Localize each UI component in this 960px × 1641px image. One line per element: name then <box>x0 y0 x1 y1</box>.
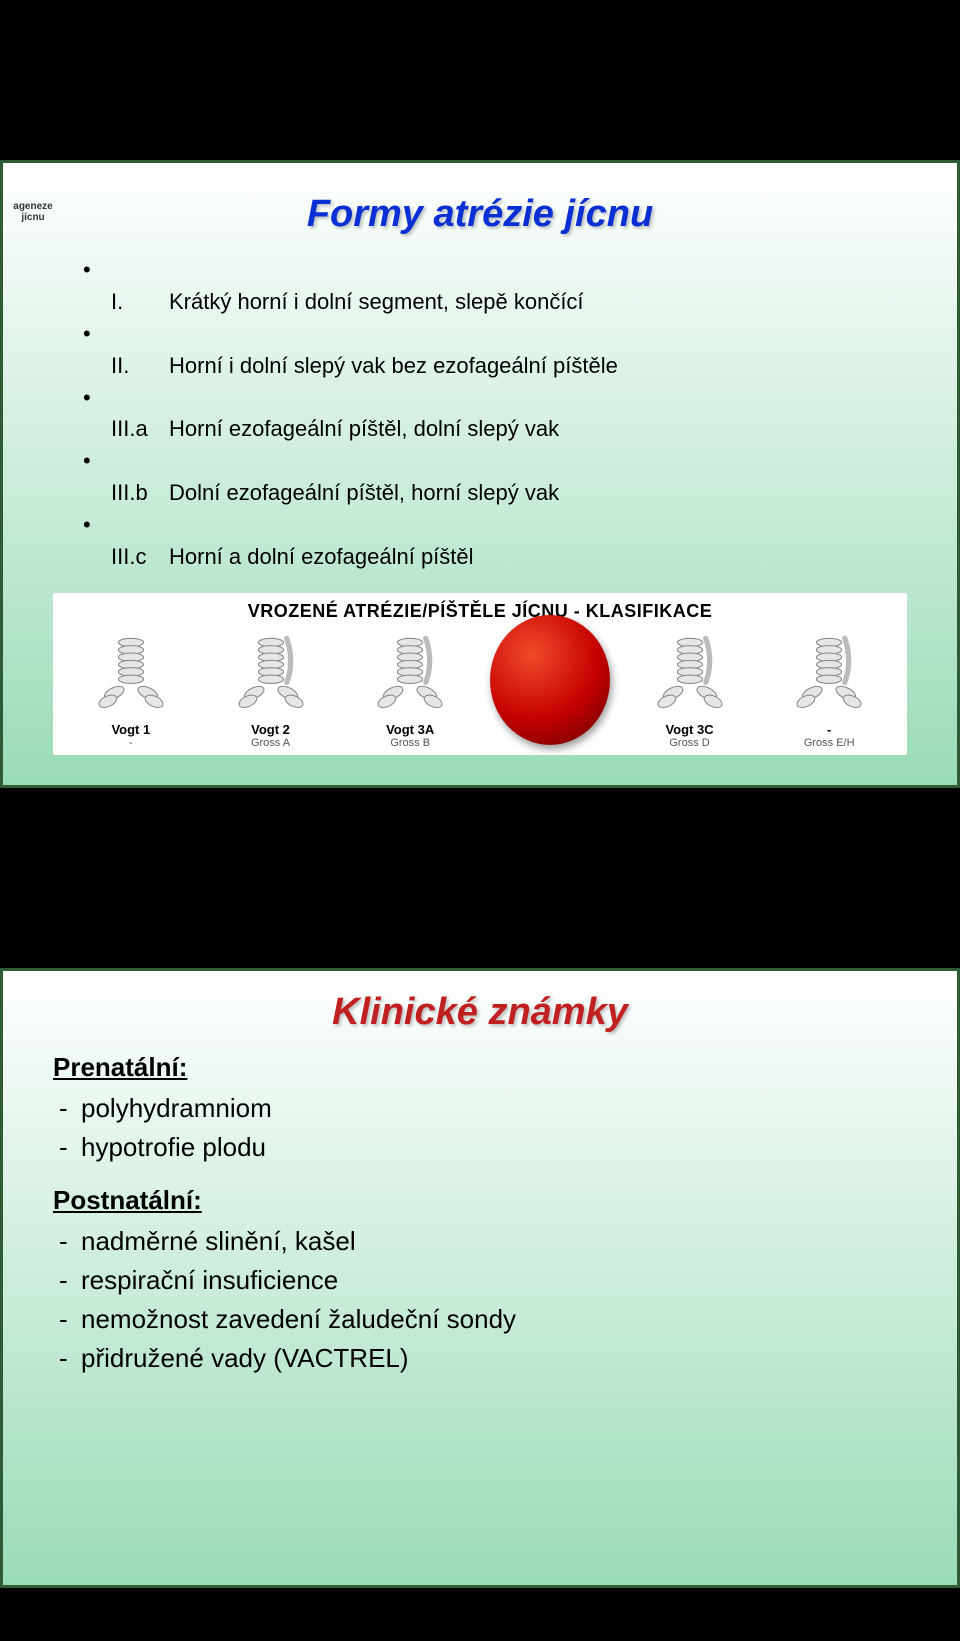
section-heading: Prenatální: <box>53 1052 907 1083</box>
classification-prefix: III.c <box>111 541 169 573</box>
classification-item: I.Krátký horní i dolní segment, slepě ko… <box>83 254 907 318</box>
dash-list: -nadměrné slinění, kašel-respirační insu… <box>59 1222 907 1378</box>
dash-text: nadměrné slinění, kašel <box>81 1222 356 1261</box>
highlight-oval-icon <box>490 615 610 745</box>
classification-prefix: II. <box>111 350 169 382</box>
dash-icon: - <box>59 1339 81 1378</box>
figure-label: - <box>761 723 897 737</box>
slide-forms: Formy atrézie jícnu I.Krátký horní i dol… <box>0 160 960 788</box>
figure-sublabel: Gross A <box>203 737 339 749</box>
dash-item: -respirační insuficience <box>59 1261 907 1300</box>
dash-text: hypotrofie plodu <box>81 1128 266 1167</box>
classification-prefix: III.a <box>111 413 169 445</box>
classification-text: Horní ezofageální píštěl, dolní slepý va… <box>169 413 559 445</box>
clinical-sections: Prenatální:-polyhydramniom-hypotrofie pl… <box>53 1052 907 1378</box>
trachea-icon <box>648 632 732 716</box>
dash-text: respirační insuficience <box>81 1261 338 1300</box>
trachea-icon <box>787 632 871 716</box>
trachea-icon <box>89 632 173 716</box>
dash-item: -nadměrné slinění, kašel <box>59 1222 907 1261</box>
classification-prefix: III.b <box>111 477 169 509</box>
classification-figure: VROZENÉ ATRÉZIE/PÍŠTĚLE JÍCNU - KLASIFIK… <box>53 593 907 755</box>
figure-label: Vogt 3A <box>342 723 478 737</box>
figure-sublabel: - <box>63 737 199 749</box>
classification-item: III.bDolní ezofageální píštěl, horní sle… <box>83 445 907 509</box>
figure-label: Vogt 3C <box>622 723 758 737</box>
dash-item: -polyhydramniom <box>59 1089 907 1128</box>
section-heading: Postnatální: <box>53 1185 907 1216</box>
figure-sublabel: Gross D <box>622 737 758 749</box>
mid-black-bar <box>0 788 960 968</box>
classification-text: Dolní ezofageální píštěl, horní slepý va… <box>169 477 559 509</box>
classification-item: III.cHorní a dolní ezofageální píštěl <box>83 509 907 573</box>
figure-row: ageneze jícnu Vogt 1-Vogt 2Gross AVogt 3… <box>61 628 899 751</box>
figure-cell: -Gross E/H <box>759 628 899 751</box>
dash-icon: - <box>59 1222 81 1261</box>
classification-list: I.Krátký horní i dolní segment, slepě ko… <box>83 254 907 573</box>
figure-cell: Vogt 3AGross B <box>340 628 480 751</box>
top-black-bar <box>0 0 960 160</box>
figure-cell: Vogt 2Gross A <box>201 628 341 751</box>
figure-sublabel: Gross B <box>342 737 478 749</box>
trachea-icon <box>368 632 452 716</box>
dash-list: -polyhydramniom-hypotrofie plodu <box>59 1089 907 1167</box>
trachea-icon <box>229 632 313 716</box>
slide2-title: Klinické známky <box>53 991 907 1034</box>
slide-clinical: Klinické známky Prenatální:-polyhydramni… <box>0 968 960 1588</box>
figure-cell: Vogt 1- <box>61 628 201 751</box>
classification-text: Krátký horní i dolní segment, slepě konč… <box>169 286 584 318</box>
figure-cell: Vogt 3CGross D <box>620 628 760 751</box>
classification-item: III.aHorní ezofageální píštěl, dolní sle… <box>83 382 907 446</box>
figure-label: Vogt 1 <box>63 723 199 737</box>
dash-text: polyhydramniom <box>81 1089 272 1128</box>
slide-forms-inner: Formy atrézie jícnu I.Krátký horní i dol… <box>3 163 957 785</box>
slide-clinical-inner: Klinické známky Prenatální:-polyhydramni… <box>3 971 957 1408</box>
figure-sublabel: Gross E/H <box>761 737 897 749</box>
dash-item: -přidružené vady (VACTREL) <box>59 1339 907 1378</box>
dash-item: -hypotrofie plodu <box>59 1128 907 1167</box>
dash-icon: - <box>59 1089 81 1128</box>
slide1-title: Formy atrézie jícnu <box>53 193 907 236</box>
classification-text: Horní a dolní ezofageální píštěl <box>169 541 474 573</box>
dash-text: přidružené vady (VACTREL) <box>81 1339 409 1378</box>
dash-icon: - <box>59 1300 81 1339</box>
figure-title: VROZENÉ ATRÉZIE/PÍŠTĚLE JÍCNU - KLASIFIK… <box>61 601 899 622</box>
dash-text: nemožnost zavedení žaludeční sondy <box>81 1300 516 1339</box>
dash-item: -nemožnost zavedení žaludeční sondy <box>59 1300 907 1339</box>
dash-icon: - <box>59 1261 81 1300</box>
figure-side-label: ageneze jícnu <box>11 201 55 223</box>
classification-prefix: I. <box>111 286 169 318</box>
classification-item: II.Horní i dolní slepý vak bez ezofageál… <box>83 318 907 382</box>
figure-cell <box>480 631 620 751</box>
dash-icon: - <box>59 1128 81 1167</box>
page: Formy atrézie jícnu I.Krátký horní i dol… <box>0 0 960 1588</box>
figure-label: Vogt 2 <box>203 723 339 737</box>
classification-text: Horní i dolní slepý vak bez ezofageální … <box>169 350 618 382</box>
